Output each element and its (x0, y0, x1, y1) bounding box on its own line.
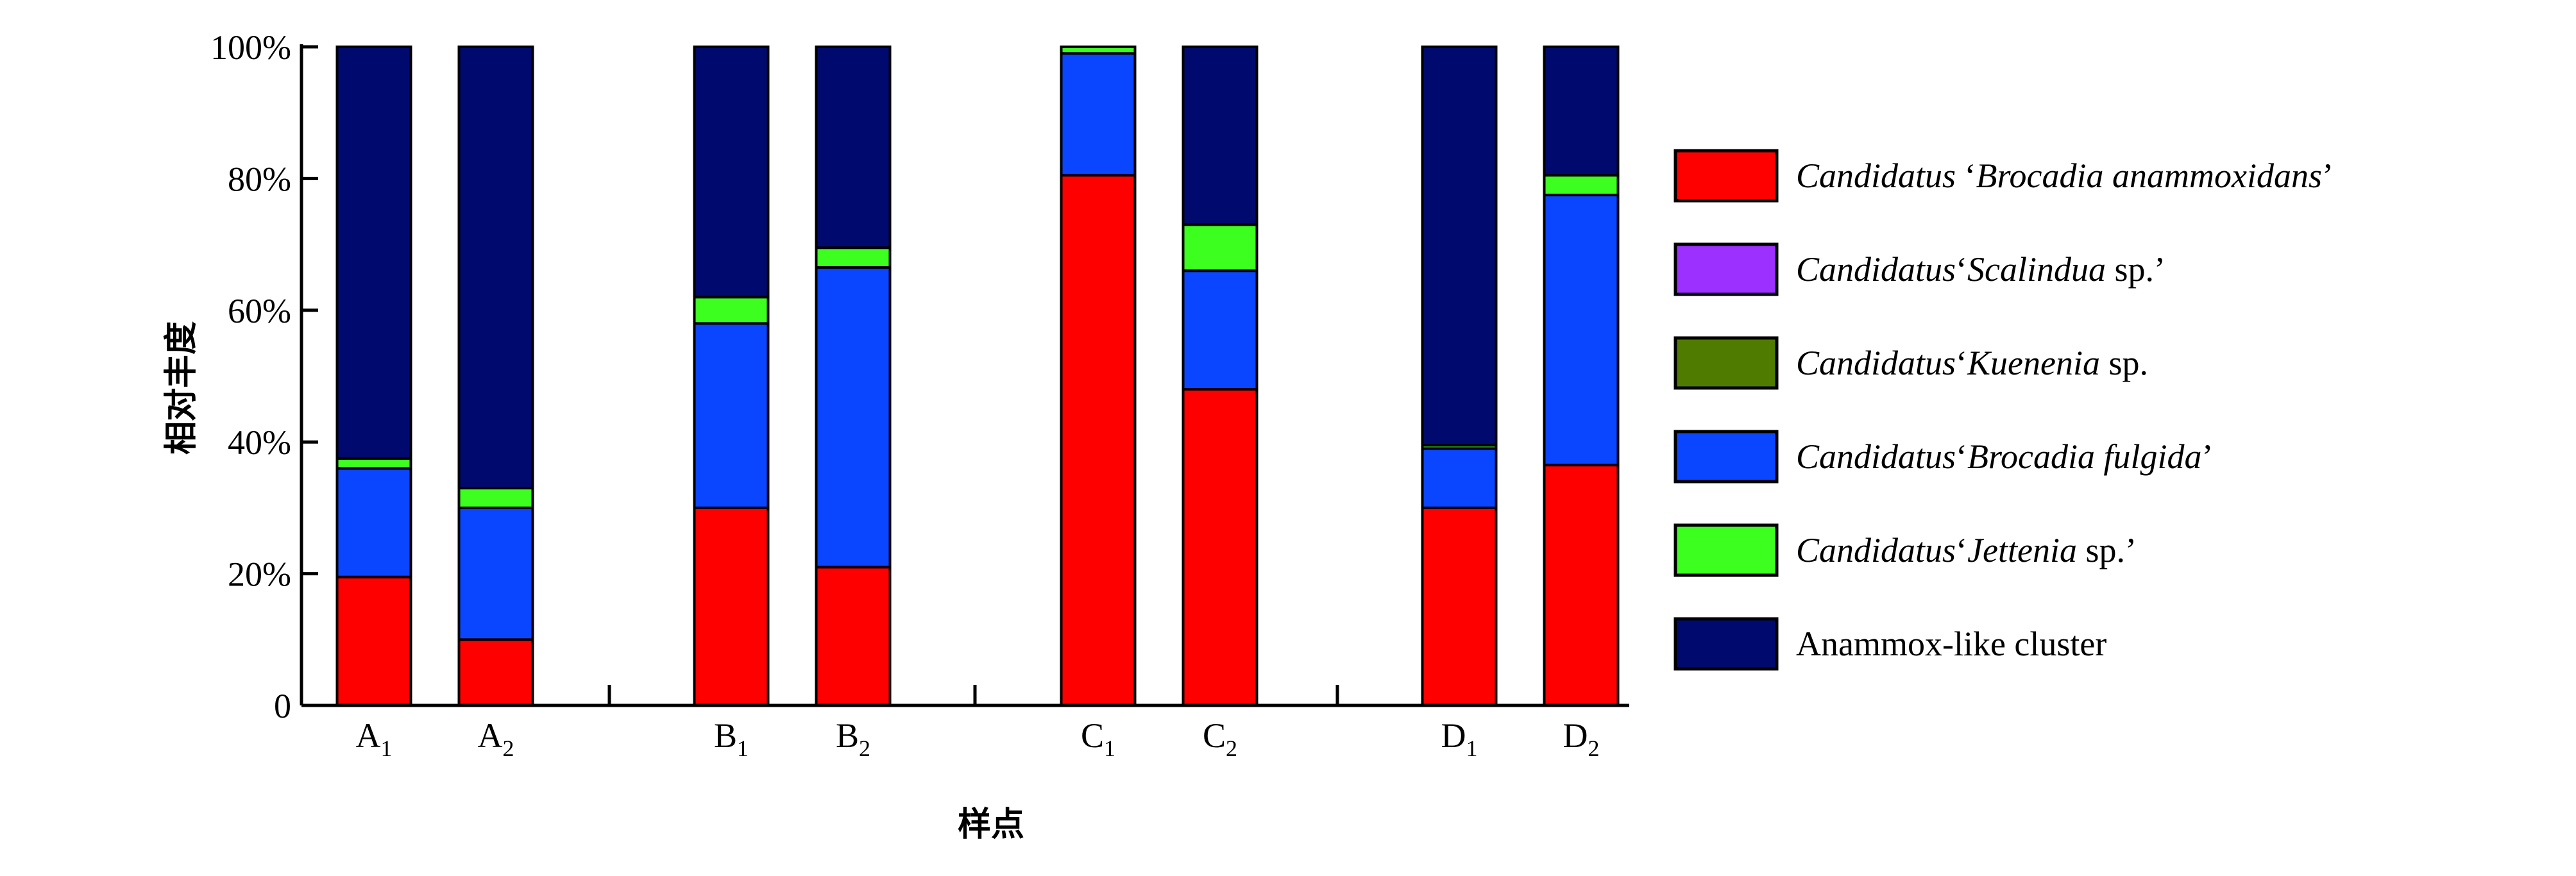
y-tick-label: 0 (274, 687, 291, 725)
bar-segment-C1-s3 (1060, 52, 1137, 177)
x-tick-label-subscript: 1 (737, 736, 749, 761)
bar-segment-D1-s5 (1421, 46, 1498, 447)
x-tick-label-base: D (1441, 716, 1466, 755)
x-tick-label-base: B (836, 716, 859, 755)
bar-segment-B1-s4 (693, 296, 770, 325)
x-tick-label: B2 (836, 716, 870, 761)
bar-segment-A2-s5 (457, 46, 534, 490)
bar-segment-A1-s4 (335, 457, 412, 470)
legend-label-s0: Candidatus ‘Brocadia anammoxidans’ (1796, 156, 2334, 195)
legend-label-s5: Anammox-like cluster (1796, 625, 2106, 663)
bar-segment-D1-s3 (1421, 447, 1498, 509)
x-tick-label-base: C (1203, 716, 1226, 755)
y-tick-label: 20% (228, 555, 291, 594)
x-tick-label: D1 (1441, 716, 1478, 761)
bar-segment-C2-s0 (1182, 388, 1258, 707)
bar-segment-C2-s5 (1182, 46, 1258, 226)
x-tick-label-base: B (714, 716, 737, 755)
x-tick-label-subscript: 2 (1226, 736, 1237, 761)
bar-segment-D2-s4 (1543, 174, 1620, 197)
x-tick-label: C1 (1081, 716, 1115, 761)
x-tick-label-subscript: 2 (859, 736, 870, 761)
bar-segment-B2-s3 (815, 266, 892, 569)
bar-segment-A1-s3 (335, 467, 412, 578)
bar-segment-D2-s5 (1543, 46, 1620, 177)
legend-label-part: Jettenia (1967, 531, 2077, 569)
legend-label-part: Brocadia anammoxidans (1976, 156, 2322, 195)
bar-segment-C2-s4 (1182, 223, 1258, 273)
legend-label-part: Anammox-like cluster (1796, 625, 2106, 663)
x-tick-label: A1 (356, 716, 393, 761)
bar-segment-D1-s0 (1421, 506, 1498, 707)
x-tick-label-base: A (478, 716, 503, 755)
x-tick-label-subscript: 1 (381, 736, 393, 761)
x-tick-label-base: A (356, 716, 381, 755)
legend-label-part: Kuenenia (1967, 344, 2100, 382)
bar-segment-B1-s3 (693, 322, 770, 509)
bar-segment-C1-s0 (1060, 174, 1137, 707)
bar-segment-A2-s3 (457, 506, 534, 641)
legend-label-part: sp. (2100, 344, 2148, 382)
bar-segment-B1-s5 (693, 46, 770, 299)
bar-segment-A1-s0 (335, 575, 412, 707)
legend-label-s2: Candidatus‘Kuenenia sp. (1796, 344, 2148, 382)
legend-label-part: ‘ (1956, 344, 1967, 382)
x-tick-label-base: D (1563, 716, 1588, 755)
x-tick-label: B1 (714, 716, 749, 761)
legend-label-part: Candidatus (1796, 531, 1956, 569)
legend-swatch-s5 (1674, 617, 1779, 671)
x-tick-label-subscript: 1 (1466, 736, 1478, 761)
legend-label-s4: Candidatus‘Jettenia sp.’ (1796, 531, 2137, 569)
x-tick-label-subscript: 2 (1588, 736, 1600, 761)
bar-segment-A2-s0 (457, 638, 534, 707)
legend-label-part: Candidatus (1796, 250, 1956, 289)
legend-label-part: sp.’ (2106, 250, 2165, 289)
bar-segment-D2-s3 (1543, 194, 1620, 467)
x-tick-label-subscript: 2 (503, 736, 514, 761)
x-tick-label-subscript: 1 (1104, 736, 1115, 761)
x-tick-label: D2 (1563, 716, 1600, 761)
x-tick-label: C2 (1203, 716, 1237, 761)
x-axis-title: 样点 (958, 805, 1024, 844)
bar-segment-B2-s5 (815, 46, 892, 249)
legend-label-part: Brocadia fulgida (1967, 437, 2201, 476)
bar-segment-C1-s4 (1060, 46, 1137, 55)
bar-segment-A2-s4 (457, 487, 534, 509)
y-tick-label: 80% (228, 160, 291, 198)
legend-swatch-s0 (1674, 149, 1779, 203)
bar-segment-B2-s0 (815, 566, 892, 707)
legend-label-s3: Candidatus‘Brocadia fulgida’ (1796, 437, 2214, 476)
legend-label-part: ’ (2202, 437, 2214, 476)
bar-segment-B1-s0 (693, 506, 770, 707)
legend-label-part: Candidatus (1796, 344, 1956, 382)
legend-swatch-s1 (1674, 242, 1779, 296)
bar-segment-D2-s0 (1543, 464, 1620, 707)
y-tick-label: 40% (228, 423, 291, 462)
legend-swatch-s3 (1674, 430, 1779, 484)
legend-label-part: sp.’ (2077, 531, 2137, 569)
bar-segment-A1-s5 (335, 46, 412, 460)
bar-segment-C2-s3 (1182, 269, 1258, 391)
legend-label-s1: Candidatus‘Scalindua sp.’ (1796, 250, 2165, 289)
legend-swatch-s4 (1674, 523, 1779, 577)
x-tick-label: A2 (478, 716, 514, 761)
y-axis-title: 相对丰度 (162, 321, 201, 455)
y-tick-label: 60% (228, 292, 291, 330)
legend-label-part: Scalindua (1967, 250, 2106, 289)
legend-label-part: ‘ (1956, 437, 1967, 476)
legend-label-part: ‘ (1956, 250, 1967, 289)
legend-label-part: Candidatus (1796, 156, 1956, 195)
legend-label-part: ’ (2322, 156, 2334, 195)
x-tick-label-base: C (1081, 716, 1104, 755)
legend-swatch-s2 (1674, 336, 1779, 390)
bar-segment-B2-s4 (815, 246, 892, 269)
legend-label-part: ‘ (1956, 531, 1967, 569)
legend-label-part: ‘ (1956, 156, 1976, 195)
y-tick-label: 100% (210, 28, 291, 67)
legend-label-part: Candidatus (1796, 437, 1956, 476)
